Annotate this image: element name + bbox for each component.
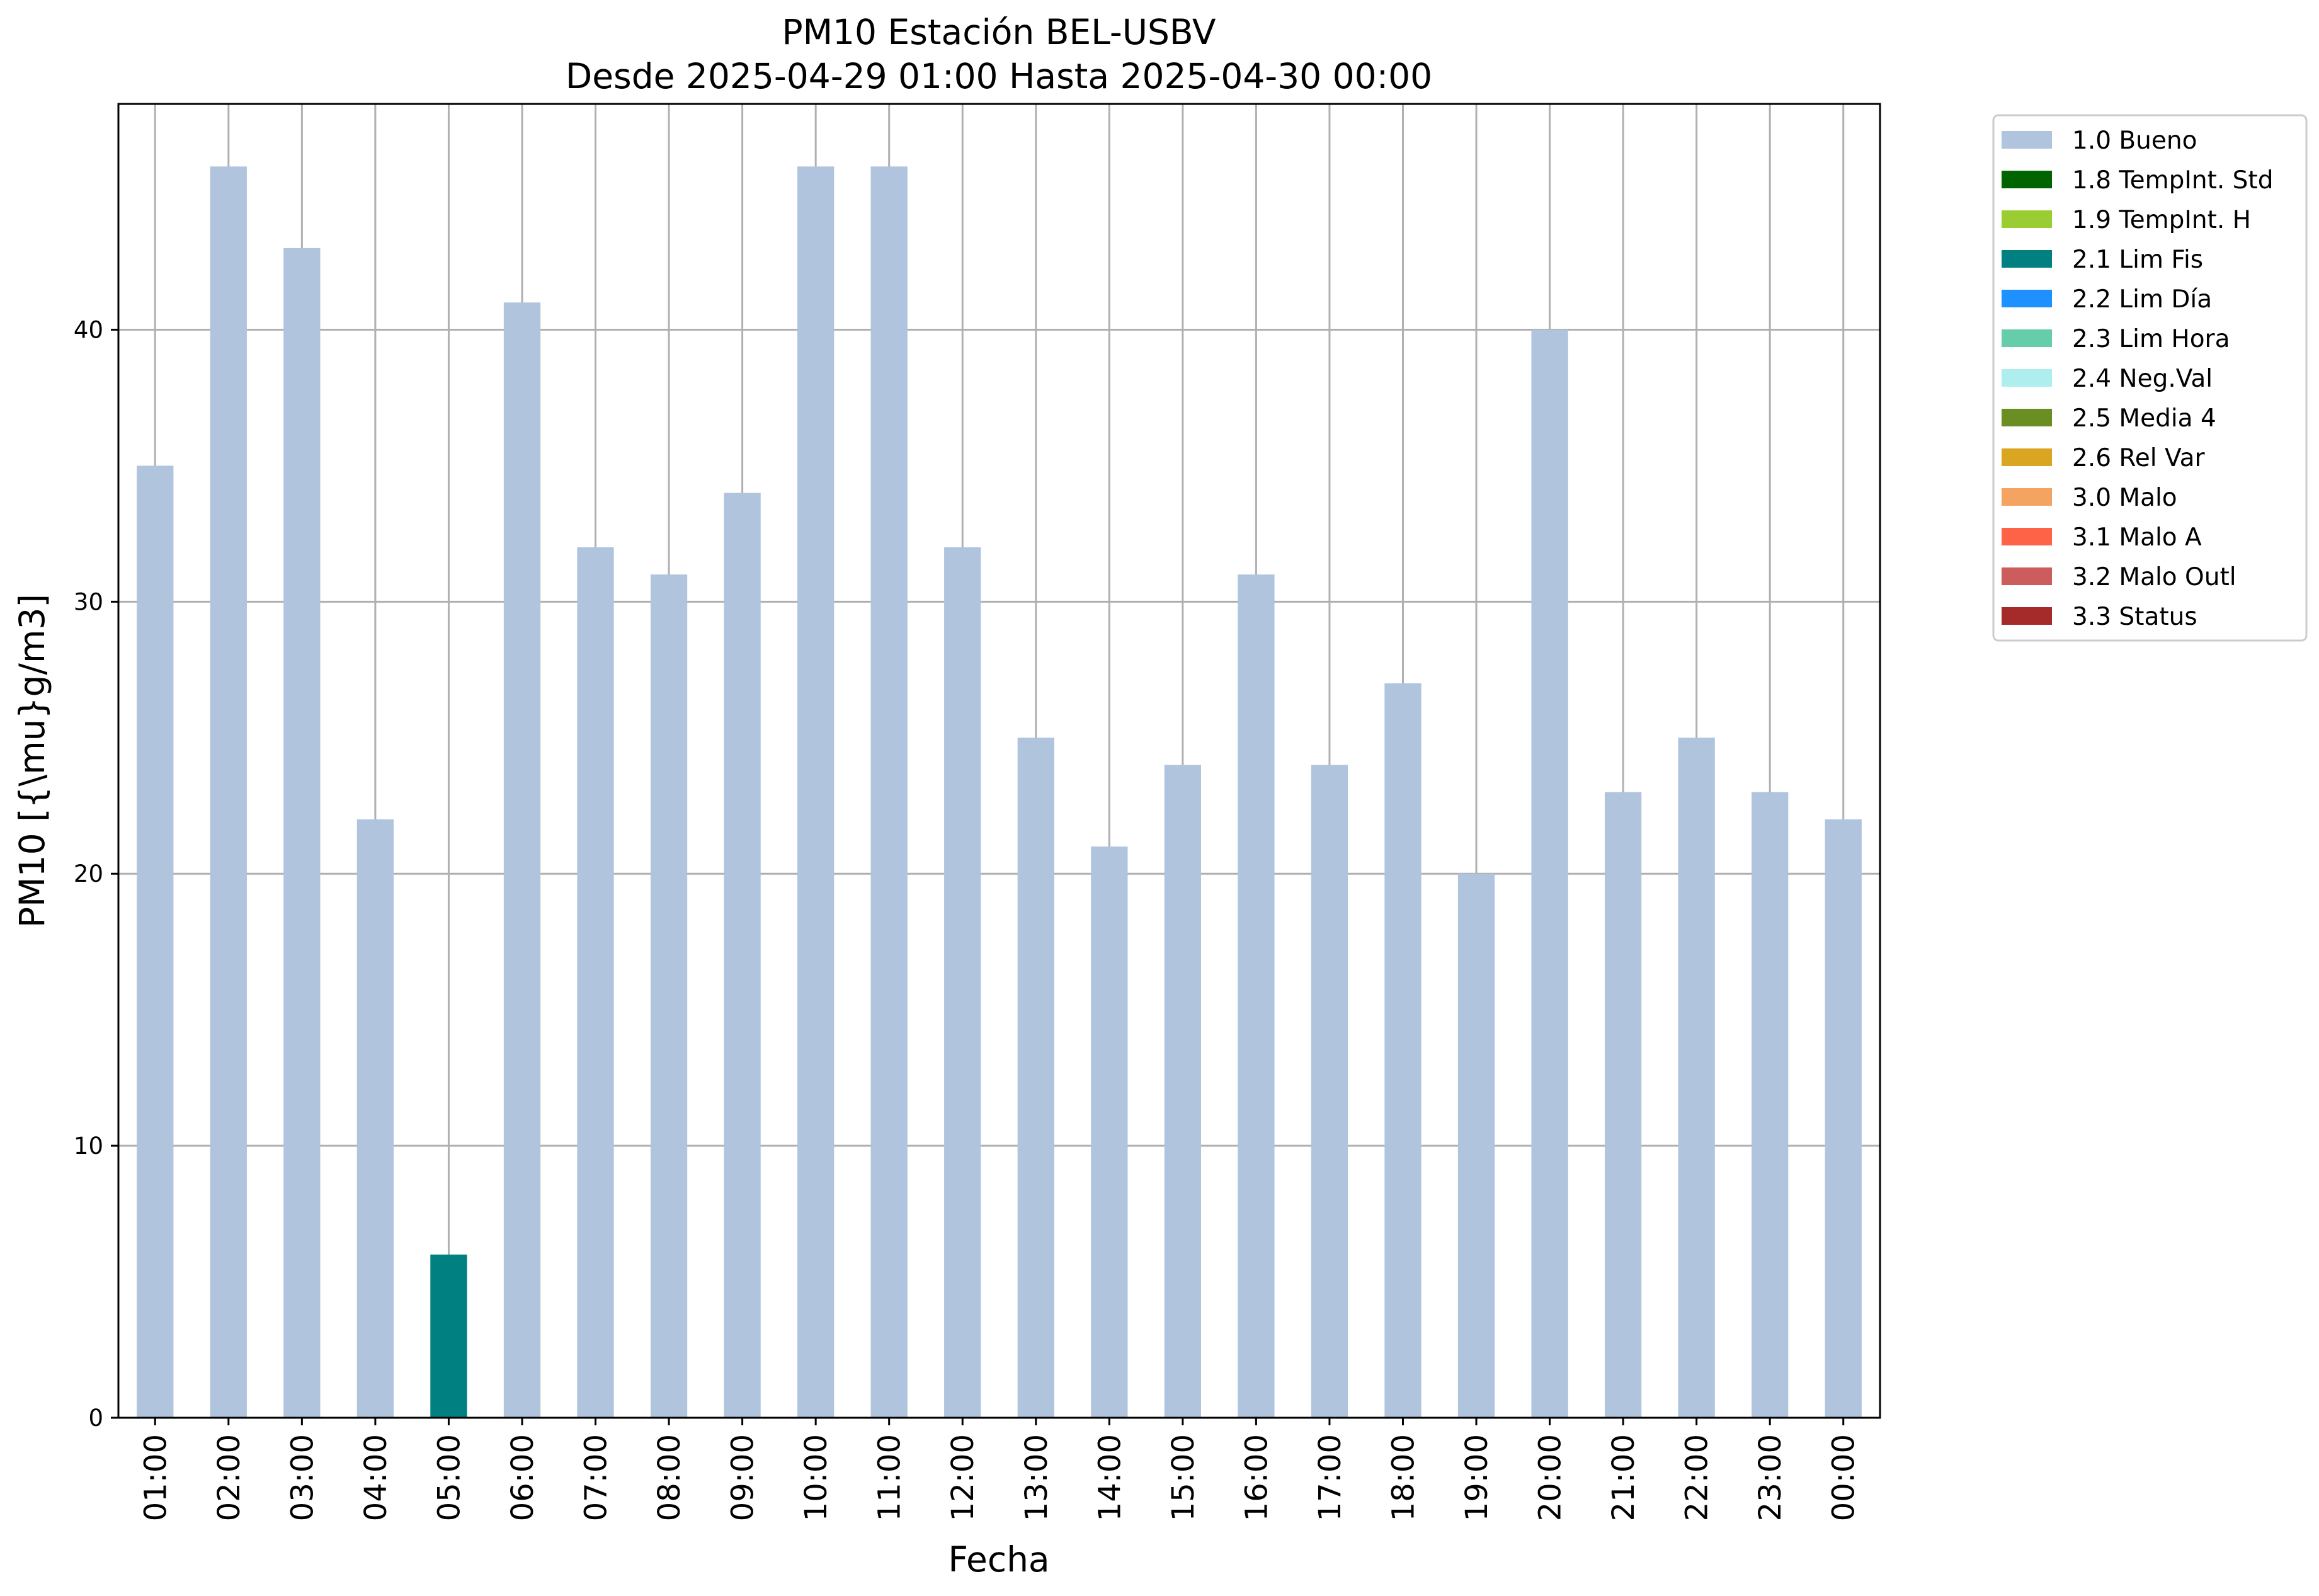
plot-frame — [117, 103, 1881, 1419]
y-tick-label: 20 — [74, 860, 103, 887]
x-tick-label: 23:00 — [1753, 1434, 1788, 1521]
bar-2300 — [1752, 792, 1789, 1418]
x-tick-label: 02:00 — [212, 1434, 247, 1521]
legend-label: 2.4 Neg.Val — [2072, 365, 2213, 393]
x-tick-label: 00:00 — [1826, 1434, 1862, 1521]
legend-swatch — [2002, 448, 2052, 466]
legend-swatch — [2002, 171, 2052, 188]
bar-0100 — [137, 465, 174, 1418]
bar-0300 — [283, 248, 321, 1418]
legend-swatch — [2002, 250, 2052, 268]
legend-label: 1.8 TempInt. Std — [2072, 166, 2273, 195]
x-tick-label: 20:00 — [1533, 1434, 1568, 1521]
bar-0900 — [724, 493, 761, 1418]
x-tick-label: 13:00 — [1019, 1434, 1054, 1521]
bar-2200 — [1678, 738, 1715, 1418]
bar-1300 — [1017, 738, 1054, 1418]
bars — [137, 166, 1862, 1418]
legend-swatch — [2002, 369, 2052, 387]
x-tick-label: 09:00 — [726, 1434, 761, 1521]
legend-swatch — [2002, 131, 2052, 149]
legend: 1.0 Bueno 1.8 TempInt. Std 1.9 TempInt. H 2… — [1992, 114, 2308, 642]
bar-0000 — [1825, 819, 1862, 1418]
y-tick-label: 0 — [88, 1405, 103, 1432]
legend-box — [1992, 114, 2308, 642]
legend-label: 2.5 Media 4 — [2072, 404, 2216, 433]
bar-1900 — [1457, 874, 1495, 1418]
bar-1400 — [1091, 846, 1128, 1418]
x-tick-label: 15:00 — [1166, 1434, 1201, 1521]
bar-1800 — [1384, 683, 1422, 1418]
bar-1500 — [1164, 765, 1201, 1418]
x-tick-label: 01:00 — [138, 1434, 173, 1521]
x-tick-label: 05:00 — [431, 1434, 467, 1521]
legend-swatch — [2002, 329, 2052, 347]
x-tick-label: 18:00 — [1386, 1434, 1421, 1521]
bar-0400 — [356, 819, 394, 1418]
x-tick-label: 22:00 — [1680, 1434, 1715, 1521]
y-tick-label: 10 — [74, 1132, 103, 1160]
legend-label: 2.1 Lim Fis — [2072, 246, 2203, 274]
bar-0700 — [577, 547, 614, 1418]
bar-0500 — [430, 1254, 467, 1418]
x-tick-label: 12:00 — [945, 1434, 981, 1521]
bar-1700 — [1311, 765, 1348, 1418]
legend-swatch — [2002, 290, 2052, 307]
x-tick-label: 17:00 — [1313, 1434, 1348, 1521]
legend-label: 2.6 Rel Var — [2072, 444, 2206, 472]
bar-0800 — [650, 574, 688, 1418]
x-tick-label: 07:00 — [579, 1434, 614, 1521]
legend-label: 3.0 Malo — [2072, 484, 2177, 512]
legend-swatch — [2002, 488, 2052, 506]
legend-swatch — [2002, 567, 2052, 585]
x-tick-label: 08:00 — [652, 1434, 687, 1521]
legend-swatch — [2002, 607, 2052, 625]
y-tick-label: 40 — [74, 316, 103, 343]
x-tick-label: 04:00 — [358, 1434, 394, 1521]
x-tick-label: 16:00 — [1239, 1434, 1274, 1521]
x-tick-label: 11:00 — [872, 1434, 908, 1521]
legend-label: 1.9 TempInt. H — [2072, 206, 2251, 234]
bar-2000 — [1531, 329, 1568, 1418]
chart-title: PM10 Estación BEL-USBV — [782, 12, 1216, 52]
x-tick-label: 10:00 — [799, 1434, 834, 1521]
bar-1200 — [944, 547, 981, 1418]
axis-ticks: 0 10 20 30 40 01:00 02:00 03:00 04:00 05:00 06:00 0… — [74, 316, 1862, 1521]
chart-subtitle: Desde 2025-04-29 01:00 Hasta 2025-04-30 … — [566, 56, 1432, 96]
bar-0600 — [503, 302, 541, 1418]
y-axis-label: PM10 [{\mu}g/m3] — [12, 594, 52, 928]
legend-items: 1.0 Bueno 1.8 TempInt. Std 1.9 TempInt. H 2… — [2002, 127, 2273, 631]
bar-1000 — [797, 166, 835, 1418]
x-tick-label: 03:00 — [285, 1434, 320, 1521]
legend-label: 2.2 Lim Día — [2072, 285, 2212, 314]
x-tick-label: 19:00 — [1459, 1434, 1495, 1521]
x-axis-label: Fecha — [948, 1539, 1049, 1580]
legend-label: 1.0 Bueno — [2072, 127, 2197, 155]
bar-1100 — [870, 166, 908, 1418]
x-tick-label: 14:00 — [1092, 1434, 1127, 1521]
bar-1600 — [1238, 574, 1275, 1418]
y-tick-label: 30 — [74, 588, 103, 615]
legend-swatch — [2002, 210, 2052, 228]
legend-label: 3.2 Malo Outl — [2072, 563, 2236, 591]
legend-swatch — [2002, 409, 2052, 426]
legend-label: 3.1 Malo A — [2072, 523, 2202, 552]
bar-0200 — [210, 166, 247, 1418]
x-tick-label: 21:00 — [1606, 1434, 1641, 1521]
legend-label: 2.3 Lim Hora — [2072, 325, 2230, 353]
legend-swatch — [2002, 528, 2052, 545]
x-tick-label: 06:00 — [505, 1434, 540, 1521]
bar-2100 — [1604, 792, 1642, 1418]
legend-label: 3.3 Status — [2072, 603, 2197, 631]
